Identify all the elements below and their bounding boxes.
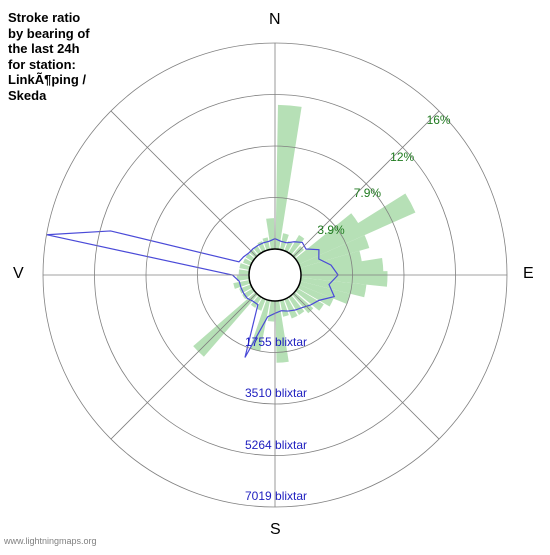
compass-label-north: N [269, 11, 281, 29]
percent-ring-label: 12% [390, 150, 414, 164]
attribution-text: www.lightningmaps.org [4, 536, 97, 546]
blixtar-ring-label: 3510 blixtar [245, 386, 307, 400]
compass-label-west: V [13, 265, 24, 283]
compass-label-south: S [270, 521, 281, 539]
blixtar-ring-label: 5264 blixtar [245, 438, 307, 452]
chart-title: Stroke ratio by bearing of the last 24h … [8, 10, 90, 104]
blixtar-ring-label: 7019 blixtar [245, 489, 307, 503]
blixtar-ring-label: 1755 blixtar [245, 335, 307, 349]
percent-ring-label: 7.9% [354, 186, 381, 200]
percent-ring-label: 3.9% [317, 223, 344, 237]
percent-ring-label: 16% [427, 113, 451, 127]
compass-label-east: E [523, 265, 534, 283]
